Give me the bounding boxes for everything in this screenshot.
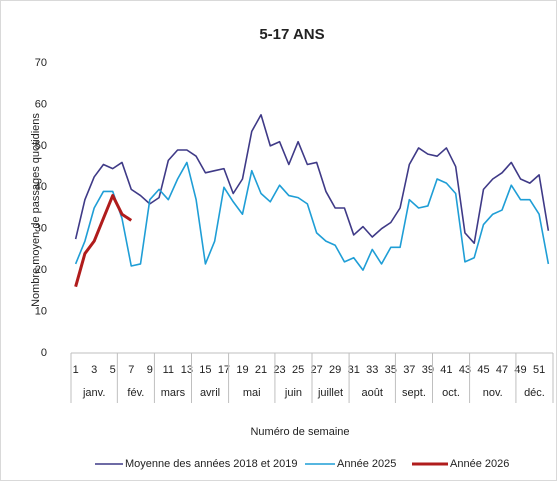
legend-label: Moyenne des années 2018 et 2019 (125, 458, 297, 470)
x-group-label: déc. (524, 387, 545, 399)
x-tick-label: 9 (147, 364, 153, 376)
x-tick-label: 15 (199, 364, 211, 376)
x-tick-label: 27 (311, 364, 323, 376)
series-line (74, 194, 133, 288)
y-tick-label: 0 (41, 347, 47, 359)
x-tick-label: 17 (218, 364, 230, 376)
legend-label: Année 2026 (450, 458, 509, 470)
x-tick-label: 7 (128, 364, 134, 376)
x-group-label: oct. (442, 387, 460, 399)
x-tick-label: 37 (403, 364, 415, 376)
x-tick-label: 41 (440, 364, 452, 376)
y-tick-label: 40 (35, 181, 47, 193)
y-tick-label: 30 (35, 223, 47, 235)
x-tick-label: 25 (292, 364, 304, 376)
x-tick-label: 13 (181, 364, 193, 376)
x-tick-label: 3 (91, 364, 97, 376)
x-group-label: janv. (82, 387, 105, 399)
y-tick-label: 70 (35, 57, 47, 69)
x-tick-label: 49 (514, 364, 526, 376)
x-group-label: mai (243, 387, 261, 399)
x-tick-label: 47 (496, 364, 508, 376)
x-tick-label: 35 (385, 364, 397, 376)
x-tick-label: 29 (329, 364, 341, 376)
chart-title: 5-17 ANS (259, 26, 324, 43)
x-tick-label: 19 (236, 364, 248, 376)
x-tick-label: 31 (348, 364, 360, 376)
x-tick-label: 43 (459, 364, 471, 376)
x-tick-label: 39 (422, 364, 434, 376)
series-line (74, 161, 550, 271)
x-tick-label: 11 (163, 364, 174, 376)
x-group-label: juin (284, 387, 302, 399)
x-tick-label: 51 (533, 364, 545, 376)
legend-label: Année 2025 (337, 458, 396, 470)
x-tick-label: 23 (273, 364, 285, 376)
x-group-label: juillet (317, 387, 343, 399)
series-line (74, 113, 550, 245)
x-axis-title: Numéro de semaine (250, 426, 349, 438)
x-group-label: mars (161, 387, 186, 399)
x-group-label: fév. (127, 387, 144, 399)
x-tick-label: 5 (110, 364, 116, 376)
y-tick-label: 60 (35, 98, 47, 110)
x-group-label: avril (200, 387, 220, 399)
y-axis-title: Nombre moyen de passages quotidiens (30, 113, 42, 307)
x-tick-label: 21 (255, 364, 267, 376)
x-group-label: nov. (483, 387, 503, 399)
y-tick-label: 20 (35, 264, 47, 276)
x-group-label: sept. (402, 387, 426, 399)
x-group-label: août (362, 387, 383, 399)
y-tick-label: 50 (35, 140, 47, 152)
x-tick-label: 1 (73, 364, 79, 376)
y-tick-label: 10 (35, 305, 47, 317)
x-tick-label: 33 (366, 364, 378, 376)
x-tick-label: 45 (477, 364, 489, 376)
